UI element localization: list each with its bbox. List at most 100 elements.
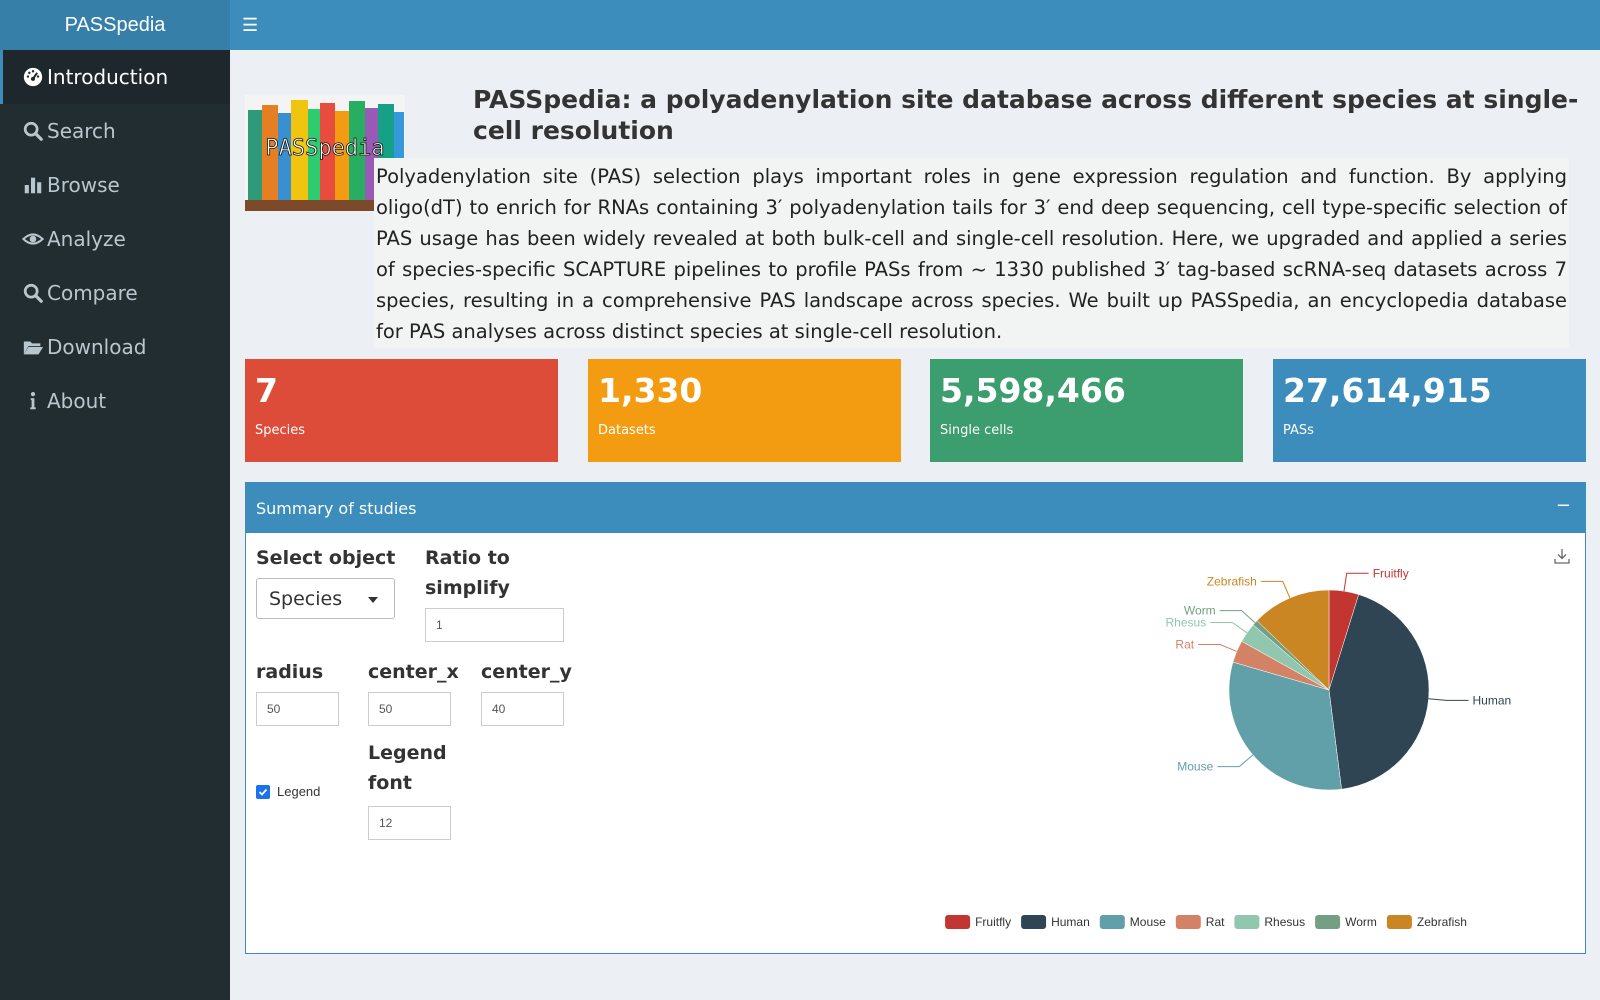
- legend-label: Rat: [1206, 915, 1225, 929]
- legend-item-mouse[interactable]: Mouse: [1099, 915, 1166, 929]
- center-x-label: center_x: [368, 661, 459, 683]
- select-object-label: Select object: [256, 547, 396, 569]
- stat-label: Datasets: [598, 423, 656, 438]
- pie-label-line-human: [1428, 698, 1469, 701]
- stat-value: 5,598,466: [940, 371, 1126, 410]
- legend-label: Human: [1051, 915, 1090, 929]
- legend-item-worm[interactable]: Worm: [1315, 915, 1377, 929]
- legend-swatch: [1234, 915, 1260, 929]
- sidebar-item-download[interactable]: Download: [0, 320, 230, 374]
- pie-label-human: Human: [1473, 693, 1512, 707]
- summary-box-title: Summary of studies: [256, 498, 417, 518]
- legend-checkbox-label: Legend: [277, 784, 321, 799]
- sidebar-item-compare[interactable]: Compare: [0, 266, 230, 320]
- select-object-value: Species: [269, 587, 343, 610]
- legend-checkbox-group: Legend: [256, 784, 320, 799]
- pie-label-line-fruitfly: [1343, 572, 1369, 592]
- radius-input[interactable]: [256, 692, 339, 726]
- pie-label-mouse: Mouse: [1177, 760, 1213, 774]
- pie-slice-human[interactable]: [1328, 594, 1430, 790]
- passpedia-logo: PASSpedia: [245, 95, 405, 211]
- sidebar-item-browse[interactable]: Browse: [0, 158, 230, 212]
- pie-label-rat: Rat: [1175, 638, 1194, 652]
- sidebar-item-label: Analyze: [47, 227, 126, 251]
- select-object-dropdown[interactable]: Species: [256, 578, 395, 619]
- legend-item-fruitfly[interactable]: Fruitfly: [945, 915, 1011, 929]
- legend-label: Fruitfly: [975, 915, 1011, 929]
- svg-text:PASSpedia: PASSpedia: [265, 136, 384, 161]
- top-navbar: ☰: [230, 0, 1600, 50]
- sidebar-item-search[interactable]: Search: [0, 104, 230, 158]
- stat-label: Single cells: [940, 423, 1014, 438]
- hamburger-icon[interactable]: ☰: [242, 15, 259, 35]
- summary-box: Summary of studies − Select object Speci…: [245, 482, 1586, 954]
- stat-datasets: 1,330 Datasets: [588, 359, 901, 462]
- sidebar-item-label: About: [47, 389, 107, 413]
- sidebar-item-label: Browse: [47, 173, 120, 197]
- bar-chart-icon: [21, 173, 45, 197]
- ratio-input[interactable]: [425, 608, 564, 642]
- sidebar-item-label: Download: [47, 335, 147, 359]
- legend-swatch: [1099, 915, 1125, 929]
- legend-item-human[interactable]: Human: [1021, 915, 1090, 929]
- pie-label-fruitfly: Fruitfly: [1373, 566, 1409, 580]
- pie-label-worm: Worm: [1184, 604, 1216, 618]
- legend-item-zebrafish[interactable]: Zebrafish: [1386, 915, 1467, 929]
- summary-box-header: Summary of studies −: [246, 483, 1585, 533]
- pie-label-line-mouse: [1217, 754, 1254, 768]
- legend-item-rat[interactable]: Rat: [1175, 915, 1225, 929]
- legend-checkbox[interactable]: [256, 784, 270, 799]
- folder-open-icon: [21, 335, 45, 359]
- sidebar: Introduction Search Browse Analyze Compa…: [0, 50, 230, 1000]
- legend-swatch: [1315, 915, 1341, 929]
- legend-swatch: [1386, 915, 1412, 929]
- sidebar-item-label: Compare: [47, 281, 138, 305]
- pie-label-line-worm: [1219, 610, 1256, 624]
- legend-label: Mouse: [1130, 915, 1166, 929]
- legend-swatch: [945, 915, 971, 929]
- stat-label: PASs: [1283, 423, 1314, 438]
- legend-swatch: [1175, 915, 1201, 929]
- pie-label-line-rat: [1198, 644, 1237, 652]
- search-icon: [21, 281, 45, 305]
- stat-single-cells: 5,598,466 Single cells: [930, 359, 1243, 462]
- collapse-button[interactable]: −: [1555, 495, 1571, 516]
- legend-item-rhesus[interactable]: Rhesus: [1234, 915, 1305, 929]
- info-icon: [21, 389, 45, 413]
- sidebar-item-label: Introduction: [47, 65, 169, 89]
- page-title: PASSpedia: a polyadenylation site databa…: [473, 85, 1579, 145]
- legend-label: Rhesus: [1264, 915, 1305, 929]
- stat-pass: 27,614,915 PASs: [1273, 359, 1586, 462]
- legend-font-label: Legend font: [368, 738, 447, 798]
- intro-paragraph: Polyadenylation site (PAS) selection pla…: [374, 158, 1569, 348]
- caret-down-icon: [368, 597, 378, 603]
- dashboard-icon: [21, 65, 45, 89]
- legend-font-input[interactable]: [368, 806, 451, 840]
- species-pie-chart: FruitflyHumanMouseRatRhesusWormZebrafish…: [945, 566, 1512, 929]
- sidebar-item-about[interactable]: About: [0, 374, 230, 428]
- pie-label-line-zebrafish: [1260, 580, 1291, 599]
- legend-label: Zebrafish: [1417, 915, 1467, 929]
- radius-label: radius: [256, 661, 324, 683]
- legend-label: Worm: [1345, 915, 1377, 929]
- sidebar-item-label: Search: [47, 119, 116, 143]
- eye-icon: [21, 227, 45, 251]
- search-icon: [21, 119, 45, 143]
- center-x-input[interactable]: [368, 692, 451, 726]
- stat-species: 7 Species: [245, 359, 558, 462]
- sidebar-item-introduction[interactable]: Introduction: [0, 50, 230, 104]
- stat-label: Species: [255, 423, 306, 438]
- stat-value: 7: [255, 371, 278, 410]
- download-icon[interactable]: [1553, 547, 1571, 565]
- legend-font-label-line2: font: [368, 772, 412, 794]
- brand-title[interactable]: PASSpedia: [0, 0, 230, 50]
- ratio-label-line1: Ratio to: [425, 547, 510, 569]
- center-y-input[interactable]: [481, 692, 564, 726]
- legend-font-label-line1: Legend: [368, 742, 447, 764]
- pie-label-rhesus: Rhesus: [1166, 616, 1207, 630]
- legend-swatch: [1021, 915, 1047, 929]
- stat-value: 27,614,915: [1283, 371, 1492, 410]
- ratio-label-line2: simplify: [425, 577, 510, 599]
- sidebar-item-analyze[interactable]: Analyze: [0, 212, 230, 266]
- center-y-label: center_y: [481, 661, 572, 683]
